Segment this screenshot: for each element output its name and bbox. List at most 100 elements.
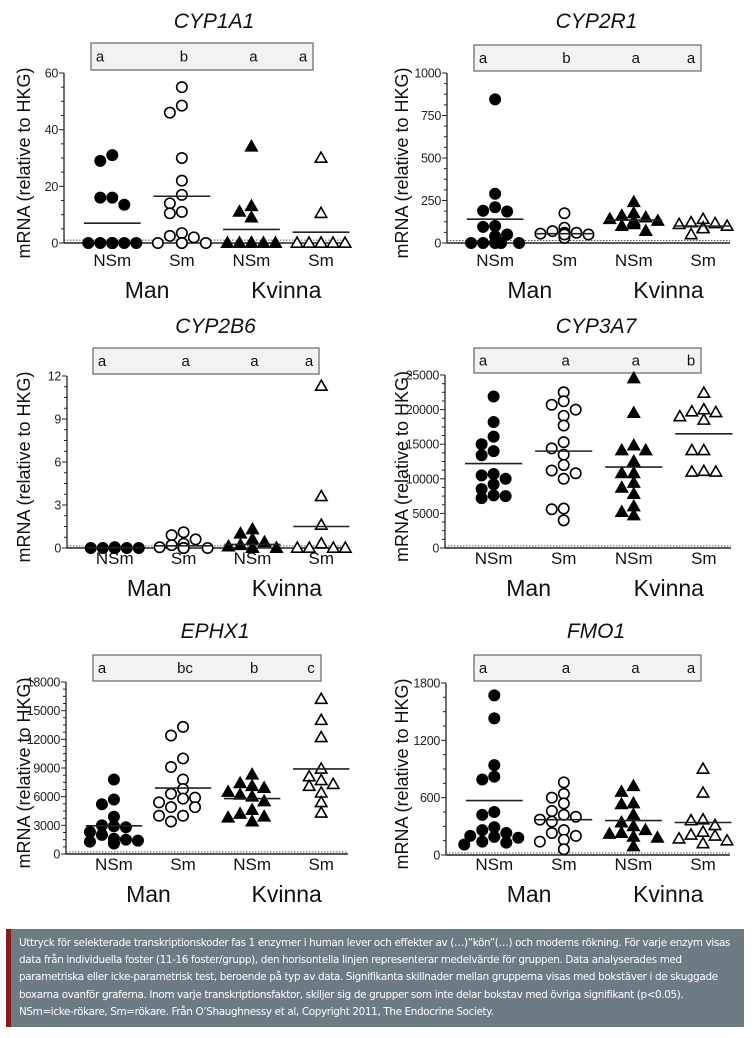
data-point — [83, 835, 96, 848]
series-man-nsm — [83, 773, 144, 850]
data-point — [464, 829, 477, 842]
data-point — [696, 221, 711, 234]
data-point — [106, 237, 119, 250]
data-point — [119, 821, 132, 834]
x-category-label: Sm — [309, 549, 335, 568]
data-point — [257, 793, 272, 807]
significance-letter: a — [98, 353, 107, 370]
x-group-label: Man — [507, 881, 552, 907]
series-man-nsm — [465, 93, 526, 250]
significance-letter: a — [562, 353, 571, 370]
y-tick-label: 60 — [45, 67, 59, 81]
data-point — [257, 809, 272, 822]
data-point — [163, 229, 176, 242]
data-point — [488, 712, 501, 725]
data-point — [476, 835, 489, 848]
data-point — [638, 442, 653, 456]
x-category-label: NSm — [615, 549, 653, 568]
significance-letter: a — [632, 50, 641, 67]
x-group-label: Man — [507, 277, 552, 303]
data-point — [614, 442, 629, 456]
series-man-nsm — [465, 390, 523, 505]
data-point — [557, 776, 570, 789]
data-point — [175, 174, 188, 187]
x-group-label: Man — [126, 881, 171, 907]
significance-letter: a — [96, 49, 105, 66]
data-point — [614, 814, 629, 828]
data-point — [233, 526, 248, 539]
series-man-nsm — [458, 689, 525, 851]
y-tick-label: 10000 — [406, 472, 440, 486]
data-point — [487, 478, 500, 491]
data-point — [165, 815, 178, 828]
data-point — [557, 502, 570, 515]
data-point — [545, 805, 558, 818]
series-man-sm — [151, 81, 212, 250]
panel-title: CYP3A7 — [556, 315, 638, 338]
series-kvinna-nsm — [220, 139, 283, 248]
panel-title: CYP2R1 — [556, 10, 638, 33]
panel-title: FMO1 — [567, 620, 625, 643]
x-category-label: Sm — [170, 855, 196, 874]
data-point — [165, 529, 178, 542]
data-point — [326, 540, 341, 553]
series-kvinna-sm — [672, 211, 735, 240]
x-group-label: Kvinna — [252, 575, 323, 601]
significance-letter: a — [687, 50, 696, 67]
data-point — [245, 802, 260, 815]
data-point — [672, 408, 687, 422]
panel-title: CYP2B6 — [175, 315, 256, 338]
data-point — [244, 198, 259, 212]
data-point — [256, 235, 271, 248]
y-tick-label: 12000 — [27, 733, 61, 747]
data-point — [695, 824, 711, 838]
data-point — [130, 237, 143, 250]
data-point — [626, 438, 641, 451]
data-point — [290, 540, 305, 553]
significance-letter: b — [562, 50, 570, 67]
data-point — [337, 235, 353, 248]
data-point — [545, 442, 558, 455]
panel-title: EPHX1 — [181, 620, 250, 643]
data-point — [118, 237, 131, 250]
series-kvinna-sm — [290, 378, 353, 553]
significance-letter: a — [249, 49, 258, 66]
significance-letter: a — [479, 660, 488, 677]
x-category-label: NSm — [615, 855, 653, 874]
x-category-label: Sm — [308, 251, 334, 270]
y-tick-label: 750 — [421, 109, 441, 123]
x-category-label: NSm — [234, 549, 272, 568]
data-point — [614, 825, 629, 838]
y-tick-label: 0 — [53, 848, 60, 862]
series-kvinna-nsm — [221, 521, 284, 553]
x-category-label: NSm — [95, 855, 133, 874]
data-point — [244, 139, 259, 152]
data-point — [499, 472, 512, 485]
data-point — [683, 827, 699, 840]
data-point — [696, 463, 711, 477]
y-tick-label: 600 — [420, 791, 440, 805]
data-point — [257, 780, 272, 794]
data-point — [314, 378, 329, 391]
data-point — [232, 204, 247, 217]
series-man-sm — [153, 720, 212, 828]
significance-letter: a — [299, 49, 308, 66]
data-point — [475, 438, 488, 451]
data-point — [95, 828, 108, 841]
data-point — [314, 536, 329, 549]
data-point — [638, 209, 653, 223]
x-category-label: Sm — [690, 251, 716, 270]
data-point — [314, 691, 329, 705]
data-point — [338, 540, 353, 553]
data-point — [326, 776, 341, 790]
data-point — [695, 761, 711, 774]
data-point — [314, 517, 329, 531]
y-tick-label: 6 — [54, 456, 61, 470]
significance-letter: a — [632, 353, 641, 370]
data-point — [314, 712, 329, 726]
panel-cyp1a1: CYP1A1 a b a a 0 20 40 60 mRNA (relative to HKG) N… — [14, 10, 353, 303]
series-kvinna-sm — [671, 761, 735, 849]
data-point — [163, 197, 176, 210]
x-group-label: Man — [127, 575, 172, 601]
